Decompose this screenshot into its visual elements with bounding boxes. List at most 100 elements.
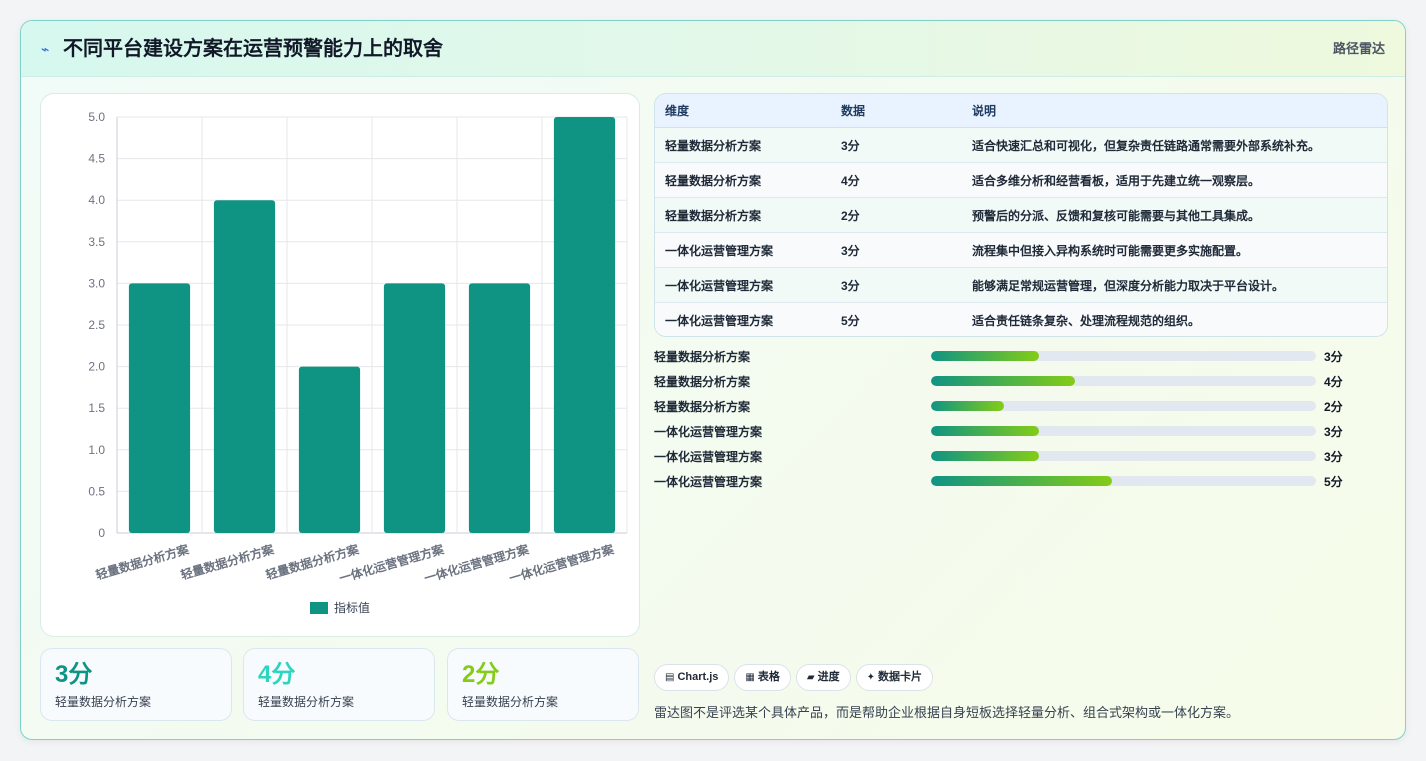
progress-label: 轻量数据分析方案 [654, 350, 751, 364]
x-tick-label: 轻量数据分析方案 [94, 541, 191, 582]
y-tick-label: 1.0 [88, 443, 105, 457]
sparkle-icon: ✦ [866, 672, 875, 683]
table-icon: ▦ [745, 672, 755, 683]
chip-label: 数据卡片 [877, 671, 922, 683]
card-header: ⌁ 不同平台建设方案在运营预警能力上的取舍 路径雷达 [21, 21, 1405, 77]
table-cell: 5分 [831, 302, 962, 336]
progress-track [931, 351, 1316, 361]
progress-value: 3分 [1324, 425, 1343, 439]
bar-chart: 0 0.5 1.0 1.5 2.0 2.5 3.0 3.5 4.0 4.5 5.0 轻量数据分析方案轻… [88, 110, 628, 615]
legend-swatch [310, 602, 328, 614]
table-cell: 能够满足常规运营管理，但深度分析能力取决于平台设计。 [962, 267, 1387, 303]
table-row: 轻量数据分析方案 4分 适合多维分析和经营看板，适用于先建立统一观察层。 [655, 162, 1387, 198]
table-header-dimension: 维度 [655, 94, 831, 128]
y-tick-label: 1.5 [88, 401, 105, 415]
progress-label: 一体化运营管理方案 [654, 475, 763, 489]
legend-label: 指标值 [334, 600, 370, 615]
progress-list: 轻量数据分析方案 3分 轻量数据分析方案 4分 轻量数据分析方案 2分 一体化运… [654, 347, 1390, 497]
table-header-description: 说明 [962, 94, 1387, 128]
progress-row: 轻量数据分析方案 4分 [654, 372, 1390, 397]
bar [553, 117, 616, 533]
table-cell: 一体化运营管理方案 [655, 302, 831, 336]
header-tag: 路径雷达 [1332, 41, 1385, 56]
report-card: ⌁ 不同平台建设方案在运营预警能力上的取舍 路径雷达 0 0.5 1.0 1.5 2.0… [20, 20, 1406, 740]
chip-label: 进度 [817, 671, 840, 683]
table-cell: 适合快速汇总和可视化，但复杂责任链路通常需要外部系统补充。 [962, 127, 1387, 163]
progress-fill [931, 376, 1076, 386]
footnote: 雷达图不是评选某个具体产品，而是帮助企业根据自身短板选择轻量分析、组合式架构或一… [654, 705, 1240, 720]
progress-row: 一体化运营管理方案 3分 [654, 422, 1390, 447]
chip-data-card[interactable]: ✦ 数据卡片 [855, 664, 933, 691]
table-cell: 轻量数据分析方案 [655, 197, 831, 233]
progress-value: 4分 [1324, 375, 1343, 389]
stat-value: 3分 [55, 661, 93, 688]
progress-fill [931, 351, 1039, 361]
y-tick-label: 3.5 [88, 235, 105, 249]
table-cell: 适合责任链条复杂、处理流程规范的组织。 [962, 302, 1387, 336]
progress-track [931, 426, 1316, 436]
table-header-row: 维度 数据 说明 [655, 94, 1387, 128]
table-row: 轻量数据分析方案 2分 预警后的分派、反馈和复核可能需要与其他工具集成。 [655, 197, 1387, 233]
progress-value: 3分 [1324, 450, 1343, 464]
stat-label: 轻量数据分析方案 [258, 695, 355, 709]
progress-value: 2分 [1324, 400, 1343, 414]
progress-track [931, 476, 1316, 486]
progress-fill [931, 451, 1039, 461]
y-tick-label: 5.0 [88, 110, 105, 124]
progress-row: 一体化运营管理方案 5分 [654, 472, 1390, 497]
stat-card: 3分 轻量数据分析方案 [40, 648, 232, 721]
table-cell: 流程集中但接入异构系统时可能需要更多实施配置。 [962, 232, 1387, 268]
bar-chart-panel: 0 0.5 1.0 1.5 2.0 2.5 3.0 3.5 4.0 4.5 5.0 轻量数据分析方案轻… [40, 93, 640, 637]
progress-value: 5分 [1324, 475, 1343, 489]
progress-label: 一体化运营管理方案 [654, 450, 763, 464]
progress-row: 轻量数据分析方案 3分 [654, 347, 1390, 372]
chip-progress[interactable]: ▰ 进度 [795, 664, 851, 691]
y-tick-label: 2.0 [88, 360, 105, 374]
y-tick-label: 4.0 [88, 193, 105, 207]
table-row: 一体化运营管理方案 3分 能够满足常规运营管理，但深度分析能力取决于平台设计。 [655, 267, 1387, 303]
y-tick-label: 0 [98, 526, 105, 540]
table-cell: 2分 [831, 197, 962, 233]
table-cell: 轻量数据分析方案 [655, 162, 831, 198]
table-row: 一体化运营管理方案 3分 流程集中但接入异构系统时可能需要更多实施配置。 [655, 232, 1387, 268]
progress-fill [931, 401, 1005, 411]
chip-table[interactable]: ▦ 表格 [734, 664, 791, 691]
table-cell: 一体化运营管理方案 [655, 232, 831, 268]
table-cell: 预警后的分派、反馈和复核可能需要与其他工具集成。 [962, 197, 1387, 233]
lightning-icon: ⌁ [41, 41, 50, 57]
y-tick-label: 3.0 [88, 276, 105, 290]
chart-icon: ▤ [665, 672, 675, 683]
progress-fill [931, 476, 1112, 486]
page-title: 不同平台建设方案在运营预警能力上的取舍 [63, 38, 443, 60]
table-cell: 适合多维分析和经营看板，适用于先建立统一观察层。 [962, 162, 1387, 198]
bar [128, 283, 191, 533]
table-cell: 4分 [831, 162, 962, 198]
table-cell: 轻量数据分析方案 [655, 127, 831, 163]
progress-value: 3分 [1324, 350, 1343, 364]
table-cell: 3分 [831, 127, 962, 163]
progress-track [931, 451, 1316, 461]
stat-card: 2分 轻量数据分析方案 [447, 648, 639, 721]
table-header-data: 数据 [831, 94, 962, 128]
stat-label: 轻量数据分析方案 [55, 695, 152, 709]
data-table: 维度 数据 说明 轻量数据分析方案 3分 适合快速汇总和可视化，但复杂责任链路通… [654, 93, 1388, 337]
chip-chartjs[interactable]: ▤ Chart.js [654, 664, 730, 691]
chip-label: 表格 [757, 671, 780, 683]
bar [383, 283, 446, 533]
stat-value: 4分 [258, 661, 296, 688]
table-row: 轻量数据分析方案 3分 适合快速汇总和可视化，但复杂责任链路通常需要外部系统补充… [655, 127, 1387, 163]
table-cell: 3分 [831, 267, 962, 303]
progress-fill [931, 426, 1039, 436]
stat-value: 2分 [462, 661, 500, 688]
bar [213, 200, 276, 533]
table-cell: 3分 [831, 232, 962, 268]
table-cell: 一体化运营管理方案 [655, 267, 831, 303]
bar [468, 283, 531, 533]
progress-label: 一体化运营管理方案 [654, 425, 763, 439]
progress-icon: ▰ [806, 672, 815, 683]
progress-label: 轻量数据分析方案 [654, 375, 751, 389]
chip-label: Chart.js [677, 671, 719, 683]
y-tick-label: 0.5 [88, 484, 105, 498]
table-row: 一体化运营管理方案 5分 适合责任链条复杂、处理流程规范的组织。 [655, 302, 1387, 336]
progress-row: 轻量数据分析方案 2分 [654, 397, 1390, 422]
